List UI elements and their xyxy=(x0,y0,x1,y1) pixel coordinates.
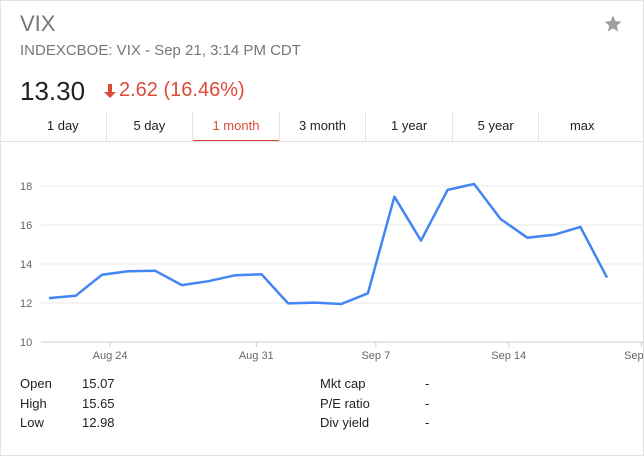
chart-svg: 10 12 14 16 18 Aug 24 Aug 31 Sep 7 Sep 14 Sep 21 xyxy=(20,181,644,362)
x-tick-label: Aug 24 xyxy=(93,350,128,362)
tab-1-month[interactable]: 1 month xyxy=(193,112,280,142)
range-tabs: 1 day 5 day 1 month 3 month 1 year 5 yea… xyxy=(20,112,625,142)
stat-label: Low xyxy=(20,415,44,430)
x-tick-label: Sep 21 xyxy=(624,350,644,362)
stat-high: High 15.65 xyxy=(20,396,162,414)
stat-value: - xyxy=(425,376,430,391)
stat-mkt-cap: Mkt cap - xyxy=(320,376,505,394)
tab-5-day[interactable]: 5 day xyxy=(107,112,194,141)
x-tick-label: Sep 7 xyxy=(361,350,390,362)
price-change-value: 2.62 (16.46%) xyxy=(119,79,245,101)
tab-5-year[interactable]: 5 year xyxy=(453,112,540,141)
stat-value: 15.65 xyxy=(82,396,115,411)
price-chart[interactable]: 10 12 14 16 18 Aug 24 Aug 31 Sep 7 Sep 14 Sep 21 xyxy=(1,141,644,366)
tab-1-year[interactable]: 1 year xyxy=(366,112,453,141)
stat-label: Open xyxy=(20,376,52,391)
tab-3-month[interactable]: 3 month xyxy=(280,112,367,141)
stat-low: Low 12.98 xyxy=(20,415,162,433)
current-price: 13.30 xyxy=(20,76,86,106)
y-tick-label: 16 xyxy=(20,220,32,232)
stat-pe-ratio: P/E ratio - xyxy=(320,396,505,414)
exchange-timestamp: INDEXCBOE: VIX - Sep 21, 3:14 PM CDT xyxy=(20,42,301,59)
stat-label: High xyxy=(20,396,47,411)
y-tick-label: 14 xyxy=(20,259,32,271)
y-tick-label: 12 xyxy=(20,298,32,310)
series-line xyxy=(48,182,609,306)
stat-value: - xyxy=(425,396,430,411)
x-tick-label: Aug 31 xyxy=(239,350,274,362)
y-tick-label: 18 xyxy=(20,181,32,193)
x-tick-label: Sep 14 xyxy=(491,350,526,362)
stat-label: Mkt cap xyxy=(320,376,366,391)
stat-value: 15.07 xyxy=(82,376,115,391)
stat-label: Div yield xyxy=(320,415,370,430)
stat-value: - xyxy=(425,415,430,430)
star-icon[interactable] xyxy=(603,14,623,34)
y-tick-label: 10 xyxy=(20,337,32,349)
tab-max[interactable]: max xyxy=(569,118,595,133)
ticker-title: VIX xyxy=(20,11,56,36)
price-change: 2.62 (16.46%) xyxy=(103,79,245,102)
stat-label: P/E ratio xyxy=(320,396,370,411)
down-arrow-icon xyxy=(104,83,116,98)
stat-div-yield: Div yield - xyxy=(320,415,505,433)
stat-value: 12.98 xyxy=(82,415,115,430)
stat-open: Open 15.07 xyxy=(20,376,162,394)
tab-1-day[interactable]: 1 day xyxy=(20,112,107,141)
